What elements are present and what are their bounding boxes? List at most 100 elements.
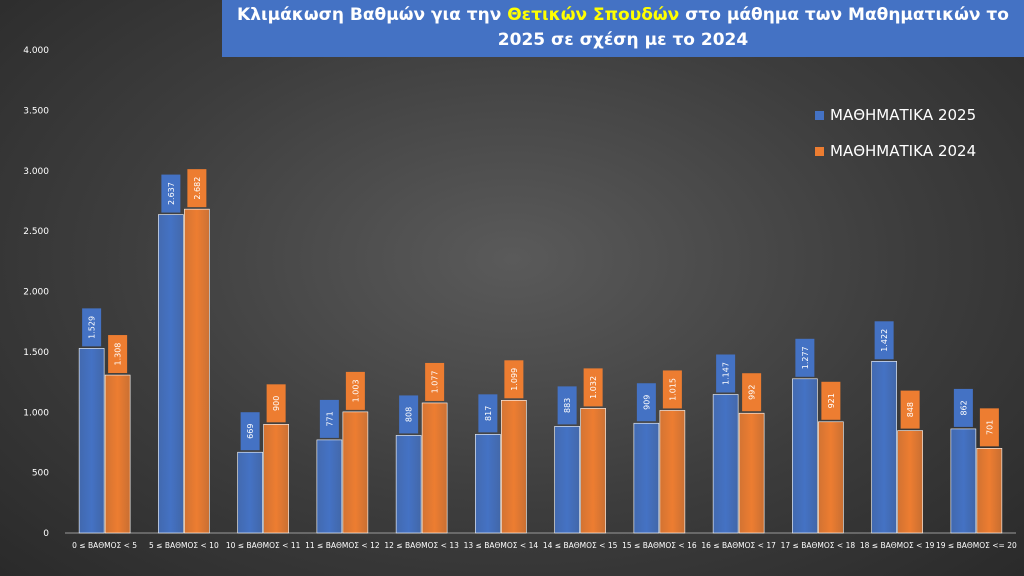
title-part2: στο μάθημα των Μαθηματικών το 2025 σε σχ… bbox=[497, 5, 1009, 50]
bar-2025 bbox=[712, 394, 739, 534]
bar-2024 bbox=[659, 410, 686, 534]
y-tick-label: 1.000 bbox=[23, 408, 49, 418]
data-label-box bbox=[187, 169, 207, 208]
data-label: 921 bbox=[827, 393, 836, 408]
category-label: 19 ≤ ΒΑΘΜΟΣ <= 20 bbox=[936, 541, 1017, 550]
y-tick-label: 1.500 bbox=[23, 348, 49, 358]
data-label-box bbox=[821, 381, 841, 420]
category-label: 16 ≤ ΒΑΘΜΟΣ < 17 bbox=[701, 541, 776, 550]
data-label-box bbox=[900, 390, 920, 429]
bar-2024 bbox=[184, 208, 210, 534]
bar-2025 bbox=[158, 214, 184, 534]
bar-2024 bbox=[263, 424, 289, 534]
category-label: 11 ≤ ΒΑΘΜΟΣ < 12 bbox=[305, 541, 380, 550]
bar-2024 bbox=[897, 430, 923, 534]
y-tick-label: 4.000 bbox=[23, 46, 49, 56]
data-label-box bbox=[636, 383, 656, 422]
data-label-box bbox=[108, 335, 128, 374]
data-label-box bbox=[953, 388, 973, 427]
bar-2025 bbox=[792, 378, 818, 534]
data-label: 1.147 bbox=[722, 362, 731, 385]
data-label: 909 bbox=[642, 395, 651, 410]
bar-2024 bbox=[342, 411, 369, 534]
legend-label: ΜΑΘΗΜΑΤΙΚΑ 2025 bbox=[830, 106, 976, 124]
data-label: 669 bbox=[246, 424, 255, 439]
y-tick-label: 3.500 bbox=[23, 106, 49, 116]
data-label-box bbox=[979, 408, 999, 447]
data-label-box bbox=[795, 338, 815, 377]
category-label: 18 ≤ ΒΑΘΜΟΣ < 19 bbox=[860, 541, 935, 550]
y-tick-label: 3.000 bbox=[23, 167, 49, 177]
data-label-box bbox=[240, 412, 260, 451]
category-label: 15 ≤ ΒΑΘΜΟΣ < 16 bbox=[622, 541, 697, 550]
data-label-box bbox=[874, 321, 894, 360]
data-label: 862 bbox=[959, 400, 968, 415]
data-label: 771 bbox=[325, 411, 334, 426]
data-label: 1.032 bbox=[589, 376, 598, 399]
bar-2024 bbox=[501, 399, 527, 534]
data-label: 2.637 bbox=[167, 182, 176, 205]
category-label: 17 ≤ ΒΑΘΜΟΣ < 18 bbox=[781, 541, 856, 550]
data-label-box bbox=[742, 373, 762, 412]
bar-2025 bbox=[950, 428, 977, 534]
bar-2024 bbox=[104, 374, 131, 534]
data-label: 1.015 bbox=[668, 378, 677, 401]
bar-2025 bbox=[633, 422, 660, 534]
data-label-box bbox=[504, 360, 524, 399]
chart-title: Κλιμάκωση Βαθμών για την Θετικών Σπουδών… bbox=[222, 0, 1024, 57]
bar-2024 bbox=[421, 402, 448, 534]
bar-2024 bbox=[738, 412, 765, 534]
data-label-box bbox=[319, 399, 339, 438]
category-label: 5 ≤ ΒΑΘΜΟΣ < 10 bbox=[149, 541, 219, 550]
data-label: 808 bbox=[405, 407, 414, 422]
data-label-box bbox=[266, 384, 286, 423]
bar-2025 bbox=[871, 360, 897, 534]
data-label: 1.077 bbox=[431, 370, 440, 393]
data-label-box bbox=[345, 371, 365, 410]
data-label-box bbox=[557, 386, 577, 425]
data-label: 1.422 bbox=[880, 329, 889, 352]
data-label-box bbox=[583, 368, 603, 407]
data-label-box bbox=[478, 394, 498, 433]
data-label: 1.529 bbox=[88, 316, 97, 339]
data-label-box bbox=[425, 362, 445, 401]
bar-2025 bbox=[316, 439, 343, 534]
data-label-box bbox=[662, 370, 682, 409]
data-label-box bbox=[82, 308, 102, 347]
category-label: 12 ≤ ΒΑΘΜΟΣ < 13 bbox=[384, 541, 459, 550]
legend-swatch bbox=[815, 111, 824, 120]
data-label: 2.682 bbox=[193, 177, 202, 200]
bar-2024 bbox=[976, 448, 1003, 534]
bar-2025 bbox=[237, 451, 263, 534]
data-label: 1.277 bbox=[801, 346, 810, 369]
data-label-box bbox=[399, 395, 419, 434]
data-label: 900 bbox=[272, 396, 281, 411]
category-label: 0 ≤ ΒΑΘΜΟΣ < 5 bbox=[72, 541, 137, 550]
legend-label: ΜΑΘΗΜΑΤΙΚΑ 2024 bbox=[830, 142, 976, 160]
bar-2025 bbox=[475, 434, 501, 534]
data-label: 817 bbox=[484, 406, 493, 421]
bar-2025 bbox=[395, 435, 422, 534]
data-label-box bbox=[716, 354, 736, 393]
data-label-box bbox=[161, 174, 181, 213]
data-label: 992 bbox=[748, 385, 757, 400]
data-label: 1.308 bbox=[114, 343, 123, 366]
data-label: 1.003 bbox=[351, 379, 360, 402]
y-tick-label: 500 bbox=[32, 469, 49, 479]
category-label: 10 ≤ ΒΑΘΜΟΣ < 11 bbox=[226, 541, 301, 550]
y-tick-label: 2.500 bbox=[23, 227, 49, 237]
category-label: 13 ≤ ΒΑΘΜΟΣ < 14 bbox=[464, 541, 539, 550]
legend-swatch bbox=[815, 147, 824, 156]
data-label: 1.099 bbox=[510, 368, 519, 391]
category-label: 14 ≤ ΒΑΘΜΟΣ < 15 bbox=[543, 541, 618, 550]
y-tick-label: 2.000 bbox=[23, 288, 49, 298]
bar-2024 bbox=[580, 408, 606, 534]
bar-2025 bbox=[554, 426, 580, 534]
bar-2024 bbox=[818, 421, 844, 534]
data-label: 848 bbox=[906, 402, 915, 417]
bar-2025 bbox=[78, 348, 105, 534]
data-label: 701 bbox=[985, 420, 994, 435]
data-label: 883 bbox=[563, 398, 572, 413]
title-highlight: Θετικών Σπουδών bbox=[507, 5, 680, 25]
